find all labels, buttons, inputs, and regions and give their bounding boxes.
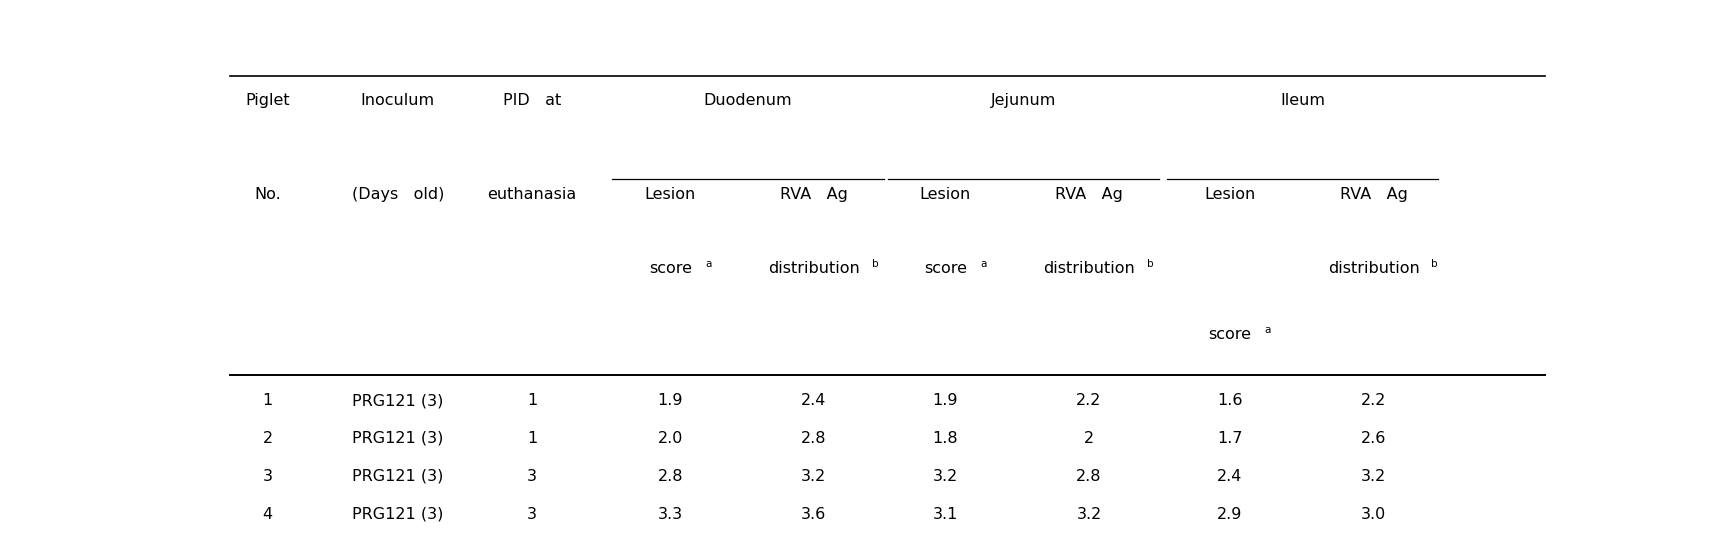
Text: 3: 3 [263,469,272,484]
Text: 2.4: 2.4 [1218,469,1242,484]
Text: Duodenum: Duodenum [703,93,792,108]
Text: 2.2: 2.2 [1361,393,1386,408]
Text: 2.2: 2.2 [1076,393,1102,408]
Text: 1.6: 1.6 [1218,393,1242,408]
Text: RVA   Ag: RVA Ag [1055,187,1122,202]
Text: b: b [1147,260,1154,269]
Text: score: score [923,262,966,277]
Text: Jejunum: Jejunum [991,93,1057,108]
Text: distribution: distribution [1328,262,1420,277]
Text: 2: 2 [1084,431,1095,446]
Text: Lesion: Lesion [644,187,696,202]
Text: Lesion: Lesion [920,187,972,202]
Text: PRG121 (3): PRG121 (3) [352,393,443,408]
Text: 3: 3 [527,507,537,522]
Text: a: a [1264,325,1271,335]
Text: 2.6: 2.6 [1361,431,1386,446]
Text: 1: 1 [527,431,537,446]
Text: a: a [980,260,987,269]
Text: 3.6: 3.6 [802,507,826,522]
Text: Inoculum: Inoculum [360,93,435,108]
Text: 2: 2 [263,431,272,446]
Text: 2.8: 2.8 [658,469,682,484]
Text: 2.8: 2.8 [1076,469,1102,484]
Text: (Days   old): (Days old) [352,187,443,202]
Text: score: score [650,262,691,277]
Text: 2.0: 2.0 [658,431,682,446]
Text: No.: No. [255,187,281,202]
Text: 2.8: 2.8 [802,431,826,446]
Text: Ileum: Ileum [1280,93,1325,108]
Text: PRG121 (3): PRG121 (3) [352,431,443,446]
Text: 3.2: 3.2 [934,469,958,484]
Text: 1.7: 1.7 [1218,431,1242,446]
Text: 3.3: 3.3 [658,507,682,522]
Text: 3: 3 [527,469,537,484]
Text: 1.8: 1.8 [932,431,958,446]
Text: b: b [1431,260,1438,269]
Text: 2.9: 2.9 [1218,507,1242,522]
Text: RVA   Ag: RVA Ag [1339,187,1408,202]
Text: 4: 4 [263,507,272,522]
Text: PRG121 (3): PRG121 (3) [352,507,443,522]
Text: 2.4: 2.4 [802,393,826,408]
Text: score: score [1209,327,1252,342]
Text: 1.9: 1.9 [658,393,682,408]
Text: PRG121 (3): PRG121 (3) [352,469,443,484]
Text: Lesion: Lesion [1204,187,1256,202]
Text: 3.2: 3.2 [1361,469,1386,484]
Text: b: b [871,260,878,269]
Text: euthanasia: euthanasia [487,187,577,202]
Text: 3.1: 3.1 [932,507,958,522]
Text: 3.2: 3.2 [1076,507,1102,522]
Text: a: a [705,260,712,269]
Text: Piglet: Piglet [246,93,289,108]
Text: PID   at: PID at [502,93,561,108]
Text: 1: 1 [262,393,272,408]
Text: 3.2: 3.2 [802,469,826,484]
Text: 3.0: 3.0 [1361,507,1386,522]
Text: 1: 1 [527,393,537,408]
Text: RVA   Ag: RVA Ag [779,187,847,202]
Text: distribution: distribution [1043,262,1134,277]
Text: distribution: distribution [767,262,859,277]
Text: 1.9: 1.9 [932,393,958,408]
